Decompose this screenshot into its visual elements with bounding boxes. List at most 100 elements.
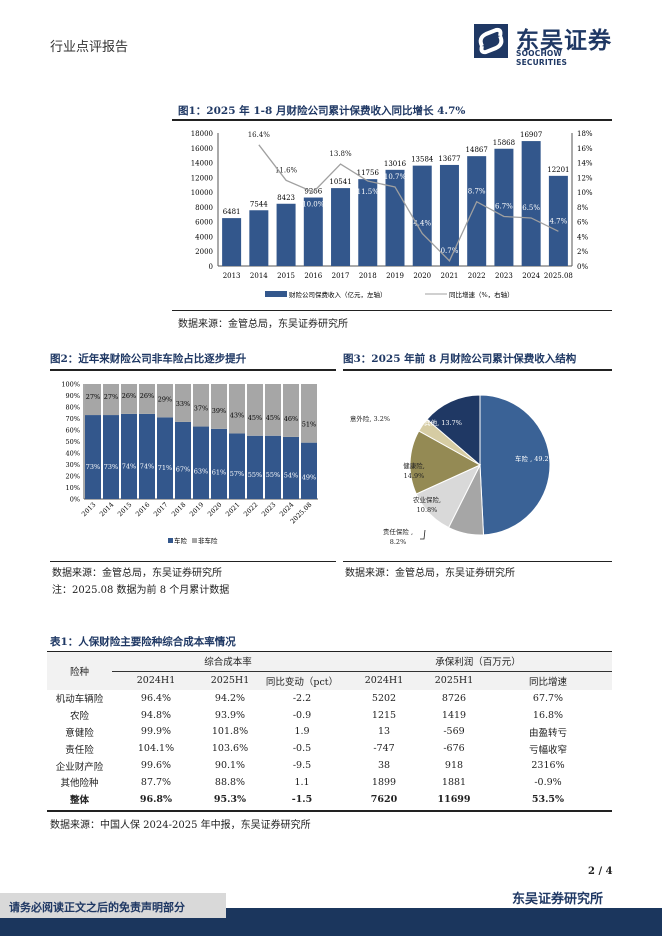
fig2-bar-car xyxy=(229,433,245,499)
fig1-legend-line: 同比增速（%，右轴） xyxy=(449,290,514,299)
cell: 94.8% xyxy=(140,709,172,721)
fig1-y2tick: 14% xyxy=(577,160,593,168)
cell: 1.1 xyxy=(294,776,310,788)
fig1-bar xyxy=(439,164,459,266)
fig2-source: 数据来源：金管总局，东吴证券研究所 xyxy=(52,568,222,579)
cell: -676 xyxy=(443,743,465,755)
fig2-ytick: 10% xyxy=(66,484,80,492)
fig2-noncar-label: 27% xyxy=(86,393,100,401)
row-label: 责任险 xyxy=(65,744,94,756)
cell: 11699 xyxy=(437,793,471,805)
cell: -0.9 xyxy=(292,709,312,721)
pie-leader-line xyxy=(420,529,426,540)
fig1-growth-label: 13.8% xyxy=(329,150,352,158)
fig2-ytick: 80% xyxy=(66,404,80,412)
subheader: 同比增速 xyxy=(484,671,612,690)
fig1-bar-label: 16907 xyxy=(520,131,542,139)
fig1-bar-label: 6481 xyxy=(223,208,241,216)
fig2-title: 图2：近年来财险公司非车险占比逐步提升 xyxy=(50,353,247,365)
fig1-bar xyxy=(303,197,323,266)
fig2-noncar-label: 27% xyxy=(104,393,118,401)
fig1-bar xyxy=(467,156,487,266)
fig1-bar-label: 13677 xyxy=(438,155,460,163)
cell: 90.1% xyxy=(214,760,246,772)
fig2-car-label: 74% xyxy=(140,463,154,471)
fig1-xtick: 2024 xyxy=(522,272,540,280)
cell: 亏幅收窄 xyxy=(528,744,567,756)
fig1-bar-label: 14867 xyxy=(466,146,488,154)
fig1-ytick: 14000 xyxy=(191,160,213,168)
fig2-ytick: 90% xyxy=(66,392,80,400)
row-label: 机动车辆险 xyxy=(55,694,104,706)
fig2-noncar-label: 26% xyxy=(140,392,154,400)
fig2-ytick: 70% xyxy=(66,415,80,423)
footer-brand: 东吴证券研究所 xyxy=(512,892,604,907)
fig2-car-label: 54% xyxy=(284,471,298,479)
cell: 99.6% xyxy=(140,760,172,772)
fig1-xtick: 2016 xyxy=(304,272,322,280)
fig1-xtick: 2013 xyxy=(223,272,241,280)
fig1-source: 数据来源：金管总局，东吴证券研究所 xyxy=(178,319,348,330)
fig2-noncar-label: 43% xyxy=(230,411,244,419)
fig3-source: 数据来源：金管总局，东吴证券研究所 xyxy=(345,568,515,579)
fig1-growth-label: 0.7% xyxy=(441,247,459,255)
pie-label-value: 8.2% xyxy=(390,538,407,546)
cell: 1881 xyxy=(441,776,467,788)
fig1-xtick: 2020 xyxy=(413,272,431,280)
pie-slice xyxy=(479,394,551,536)
cell: -1.5 xyxy=(291,793,313,805)
cell: 38 xyxy=(377,760,391,772)
fig1-bar xyxy=(358,179,378,266)
fig2-xtick: 2020 xyxy=(206,501,223,518)
fig2-bar-car xyxy=(85,415,101,499)
report-type: 行业点评报告 xyxy=(50,40,129,55)
table-row: 其他险种 87.7% 88.8% 1.1 1899 1881 -0.9% xyxy=(47,774,612,791)
fig2-ytick: 50% xyxy=(66,438,80,446)
fig1-bar xyxy=(276,203,296,266)
cell: -0.9% xyxy=(534,776,562,788)
disclaimer-link[interactable]: 请务必阅读正文之后的免责声明部分 xyxy=(0,893,226,918)
fig1-xtick: 2023 xyxy=(495,272,513,280)
fig2-bar-noncar xyxy=(283,384,299,437)
fig2-bar-noncar xyxy=(175,384,191,422)
row-label: 企业财产险 xyxy=(55,761,104,773)
fig2-legend-car: 车险 xyxy=(174,536,188,545)
fig2-bar-noncar xyxy=(139,384,155,414)
header-group-profit: 承保利润（百万元） xyxy=(344,652,612,672)
fig2-legend-noncar: 非车险 xyxy=(198,536,218,545)
fig1-y2tick: 18% xyxy=(577,130,593,138)
cell: 99.9% xyxy=(140,726,172,738)
cell: 918 xyxy=(444,760,464,772)
fig3-bottom-rule xyxy=(343,561,612,562)
fig1-y2tick: 8% xyxy=(577,204,588,212)
cost-ratio-table: 险种 综合成本率 承保利润（百万元） 2024H1 2025H1 同比变动（pct）… xyxy=(47,652,612,808)
pie-label-value: 14.9% xyxy=(404,472,425,480)
fig1-growth-label: 16.4% xyxy=(248,131,271,139)
fig1-y2tick: 6% xyxy=(577,219,588,227)
fig1-ytick: 8000 xyxy=(195,204,213,212)
fig1-growth-label: 10.7% xyxy=(384,173,407,181)
cell: 2316% xyxy=(531,760,565,772)
fig2-ytick: 0% xyxy=(70,496,80,504)
cell: 53.5% xyxy=(531,793,565,805)
fig1-ytick: 12000 xyxy=(191,174,213,182)
cell: 7620 xyxy=(370,793,398,805)
fig1-growth-label: 11.6% xyxy=(275,166,298,174)
fig2-bar-noncar xyxy=(85,384,101,416)
fig1-xtick: 2015 xyxy=(277,272,295,280)
fig1-growth-label: 4.4% xyxy=(413,219,431,227)
fig2-rule xyxy=(50,369,336,371)
fig1-bar xyxy=(249,210,269,266)
fig2-noncar-label: 39% xyxy=(212,407,226,415)
cell: -2.2 xyxy=(292,692,312,704)
fig1-xtick: 2025.08 xyxy=(544,272,573,280)
fig1-y2tick: 16% xyxy=(577,145,593,153)
fig1-y2tick: 12% xyxy=(577,174,593,182)
fig2-car-label: 73% xyxy=(86,463,100,471)
fig1-growth-label: 4.7% xyxy=(549,217,567,225)
cell: 88.8% xyxy=(214,776,246,788)
fig1-bar xyxy=(412,165,432,266)
page-number: 2 / 4 xyxy=(588,866,613,877)
pie-slice xyxy=(409,430,482,495)
cell: 96.4% xyxy=(140,692,172,704)
